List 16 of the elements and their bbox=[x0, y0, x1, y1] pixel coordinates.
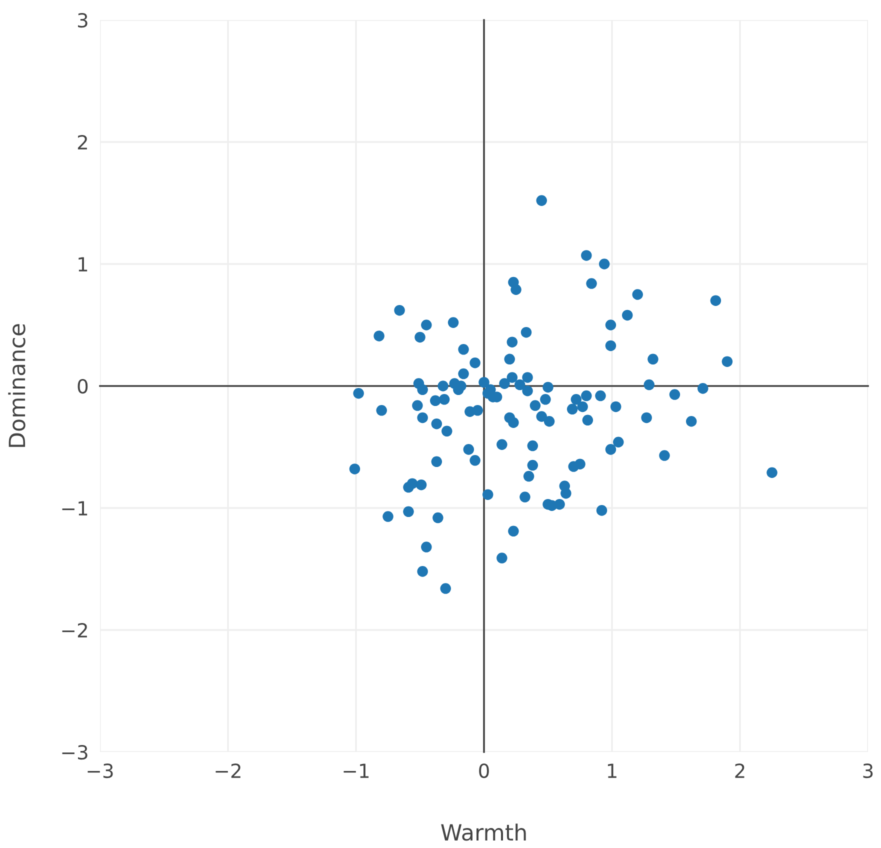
x-tick-label: −1 bbox=[344, 764, 369, 778]
x-axis-title: Warmth bbox=[441, 824, 526, 841]
y-tick-label: −3 bbox=[62, 744, 88, 760]
y-tick-label: −2 bbox=[62, 622, 87, 638]
y-tick-label: 0 bbox=[78, 378, 88, 394]
y-tick-label: 3 bbox=[78, 12, 88, 28]
x-tick-label: 3 bbox=[863, 763, 873, 778]
y-tick-label: 2 bbox=[78, 134, 87, 150]
x-tick-label: 0 bbox=[479, 763, 489, 778]
y-tick-label: −1 bbox=[62, 501, 88, 516]
x-tick-label: −3 bbox=[88, 763, 113, 778]
x-tick-label: 1 bbox=[608, 764, 616, 778]
y-axis-title: Dominance bbox=[8, 324, 26, 447]
x-tick-label: −2 bbox=[216, 763, 240, 778]
x-tick-label: 2 bbox=[735, 763, 744, 778]
y-tick-label: 1 bbox=[78, 257, 88, 272]
